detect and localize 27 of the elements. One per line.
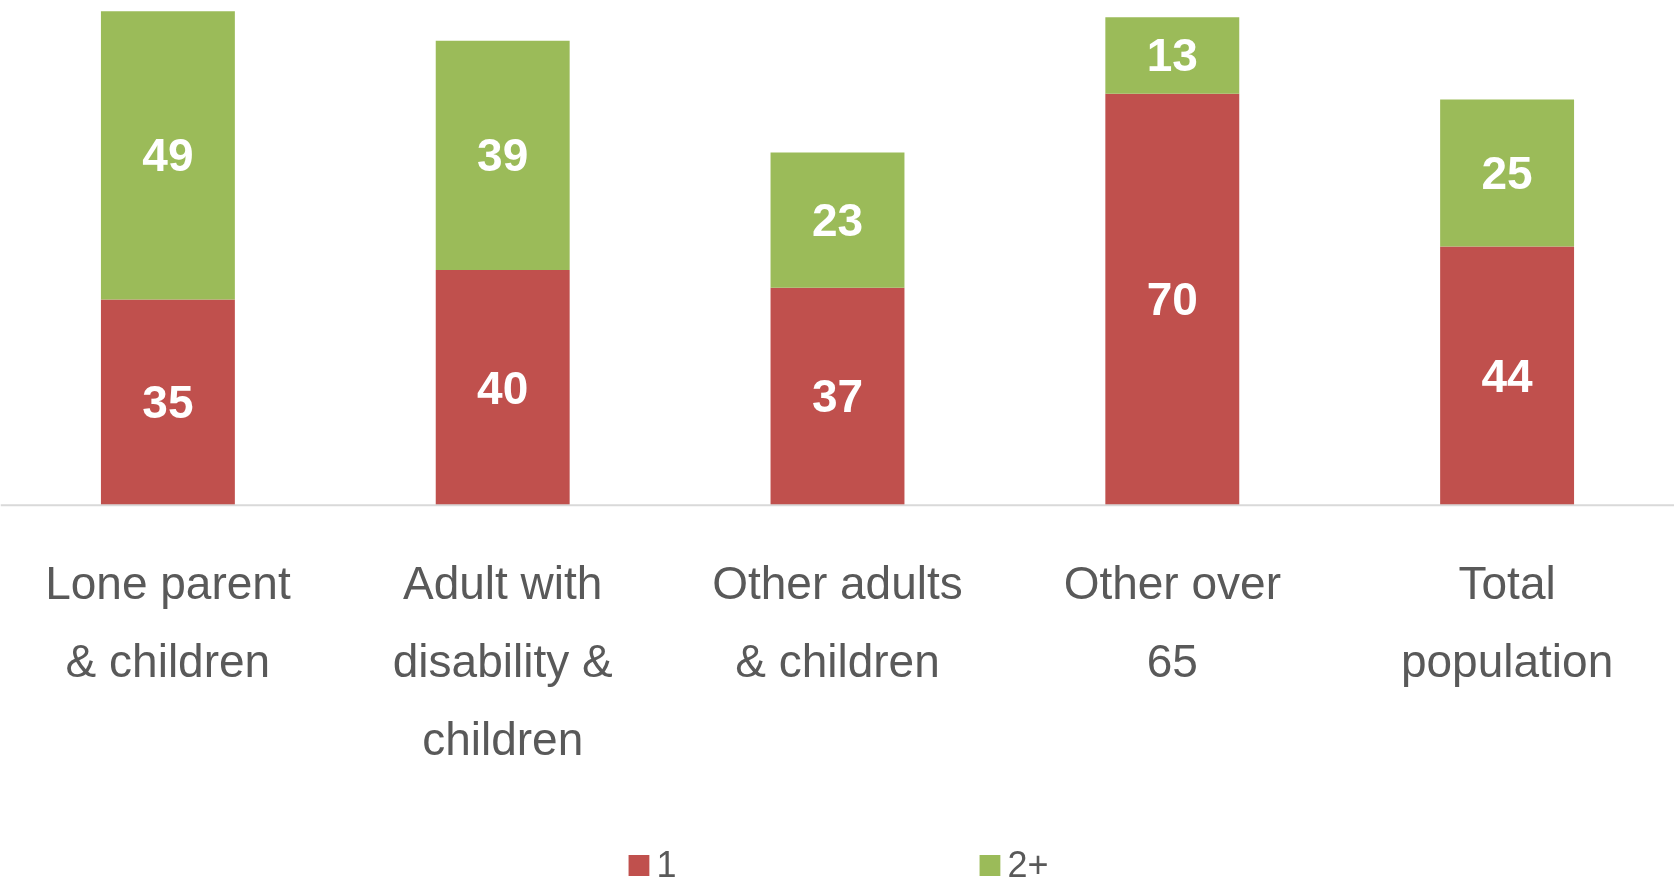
- data-label: 70: [1146, 273, 1198, 326]
- x-tick-label: Other over 65: [1063, 557, 1281, 688]
- bar: [1105, 17, 1240, 94]
- data-label: 35: [142, 376, 194, 429]
- data-label: 39: [477, 129, 529, 182]
- x-tick-label: Other adults & children: [712, 557, 963, 688]
- legend-label: 2+: [1007, 844, 1049, 886]
- data-label: 40: [477, 361, 529, 414]
- bar: [435, 270, 570, 506]
- bar: [1440, 99, 1575, 247]
- bar: [1105, 93, 1240, 506]
- x-tick-label: Total population: [1400, 557, 1614, 688]
- data-label: 25: [1481, 147, 1533, 200]
- data-label: 23: [811, 194, 864, 247]
- bar: [100, 299, 235, 506]
- data-label: 44: [1481, 349, 1534, 402]
- data-label: 37: [811, 370, 864, 423]
- bar: [435, 40, 570, 271]
- data-label: 49: [142, 129, 194, 182]
- legend-label: 1: [656, 844, 677, 886]
- x-tick-label: Adult with disability & children: [392, 557, 613, 766]
- x-tick-label: Lone parent & children: [45, 557, 291, 688]
- bar: [770, 287, 905, 506]
- bar: [100, 11, 235, 300]
- bar: [1440, 246, 1575, 506]
- bar: [770, 152, 905, 288]
- data-label: 13: [1146, 29, 1198, 82]
